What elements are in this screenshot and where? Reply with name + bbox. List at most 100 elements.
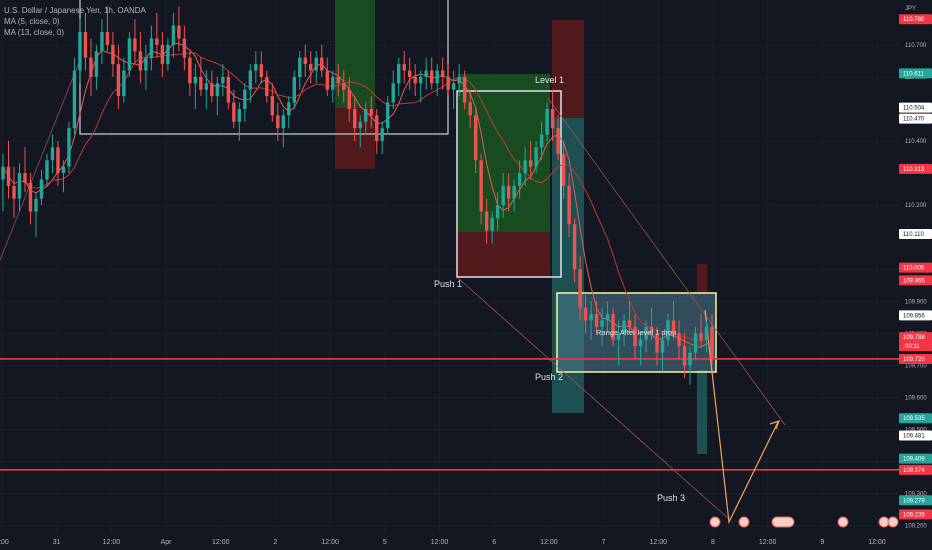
candle-body xyxy=(292,76,296,103)
ma-slow-line xyxy=(2,52,713,342)
candle-body xyxy=(402,64,406,71)
candle-body xyxy=(171,25,176,45)
price-tag-label: 109.535 xyxy=(903,416,925,422)
candle-body xyxy=(78,32,82,71)
candle-body xyxy=(556,128,560,154)
candle-body xyxy=(342,83,346,90)
event-group-icon[interactable] xyxy=(771,516,795,528)
candle-body xyxy=(193,76,198,84)
price-tag xyxy=(899,275,932,286)
candle-body xyxy=(281,115,286,129)
time-tick-label: 8 xyxy=(711,539,715,546)
price-tag-label: 110.611 xyxy=(903,71,924,77)
candle-body xyxy=(320,57,324,71)
candle-body xyxy=(419,76,423,84)
symbol-title[interactable]: U.S. Dollar / Japanese Yen, 1h, OANDA xyxy=(4,6,146,15)
ma-fast-label[interactable]: MA (5, close, 0) xyxy=(4,17,60,26)
candle-body xyxy=(237,108,242,122)
candle-body xyxy=(89,57,93,77)
candle-body xyxy=(72,70,77,129)
candle-body xyxy=(671,320,676,334)
event-icon[interactable] xyxy=(709,516,721,528)
candle-body xyxy=(39,179,44,199)
candle-body xyxy=(682,346,687,366)
event-icon[interactable] xyxy=(887,516,899,528)
candle-body xyxy=(204,83,209,90)
candle-body xyxy=(226,76,231,103)
candle-body xyxy=(336,76,340,84)
candle-body xyxy=(369,108,373,116)
time-axis[interactable]: 2:00 31 12:00 Apr 12:00 2 12:00 5 12:00 6 12:00 7 12… xyxy=(0,532,932,550)
candle-body xyxy=(100,32,104,52)
currency-label: JPY xyxy=(905,6,916,12)
candle-body xyxy=(534,147,538,167)
candle-body xyxy=(12,185,16,199)
candle-body xyxy=(144,57,148,71)
candle-body xyxy=(649,326,654,334)
candle-body xyxy=(353,108,357,129)
candle-body xyxy=(325,70,329,90)
candle-body xyxy=(578,269,582,308)
candle-body xyxy=(50,147,55,161)
price-tag-label: 109.965 xyxy=(903,278,925,284)
time-tick-label: 31 xyxy=(53,539,61,546)
price-tick-label: 109.500 xyxy=(905,427,927,433)
candle-body xyxy=(622,320,626,334)
candle-body xyxy=(303,57,307,65)
candle-body xyxy=(45,160,49,180)
time-tick-label: 12:00 xyxy=(103,539,121,546)
time-tick-label: 12:00 xyxy=(868,539,886,546)
event-icon[interactable] xyxy=(837,516,849,528)
countdown-tag xyxy=(899,341,932,352)
candle-body xyxy=(380,128,384,142)
candle-body xyxy=(254,64,258,71)
red-zone-small xyxy=(697,264,707,292)
candle-body xyxy=(386,102,390,129)
event-icon[interactable] xyxy=(738,516,750,528)
candle-body xyxy=(611,314,615,340)
price-tick-label: 110.700 xyxy=(905,43,927,49)
price-tag xyxy=(899,509,932,520)
time-tick-label: 2 xyxy=(273,539,277,546)
candle-body xyxy=(215,83,220,97)
projection-arrowhead xyxy=(769,420,781,430)
price-tag-label: 110.005 xyxy=(903,266,925,272)
moving-averages xyxy=(2,43,713,348)
price-axis[interactable]: JPY 110.700110.600110.400110.200110.0001… xyxy=(899,0,932,550)
candle-body xyxy=(391,83,395,103)
candle-body xyxy=(248,70,253,90)
candle-body xyxy=(693,333,698,353)
price-tag-label: 109.279 xyxy=(903,498,925,504)
candle-body xyxy=(468,102,472,116)
candle-body xyxy=(347,89,351,109)
candle-body xyxy=(440,70,445,77)
candle-body xyxy=(314,57,318,71)
candle-body xyxy=(688,352,692,366)
candle-body xyxy=(616,333,621,340)
price-tag xyxy=(899,464,932,475)
candle-body xyxy=(600,320,604,327)
candle-body xyxy=(67,128,71,167)
time-tick-label: 2:00 xyxy=(0,539,9,546)
candle-body xyxy=(539,134,544,148)
price-tag-label: 109.788 xyxy=(903,335,925,341)
candle-body xyxy=(462,76,467,103)
candle-body xyxy=(655,333,659,353)
red-zone-right xyxy=(552,20,584,118)
price-tick-label: 109.300 xyxy=(905,492,927,498)
candle-body xyxy=(583,307,588,321)
ma-slow-label[interactable]: MA (13, close, 0) xyxy=(4,28,65,37)
candle-body xyxy=(105,32,110,45)
candle-body xyxy=(704,326,709,340)
candle-body xyxy=(210,83,214,97)
candle-body xyxy=(429,70,434,84)
price-tag-label: 110.504 xyxy=(903,106,925,112)
candle-body xyxy=(375,115,379,142)
time-tick-label: 6 xyxy=(492,539,496,546)
price-tag xyxy=(899,228,932,239)
candle-body xyxy=(424,70,428,77)
price-tag-label: 109.409 xyxy=(903,457,925,463)
candle-body xyxy=(298,57,302,77)
chart-legend: U.S. Dollar / Japanese Yen, 1h, OANDA MA… xyxy=(4,5,146,38)
